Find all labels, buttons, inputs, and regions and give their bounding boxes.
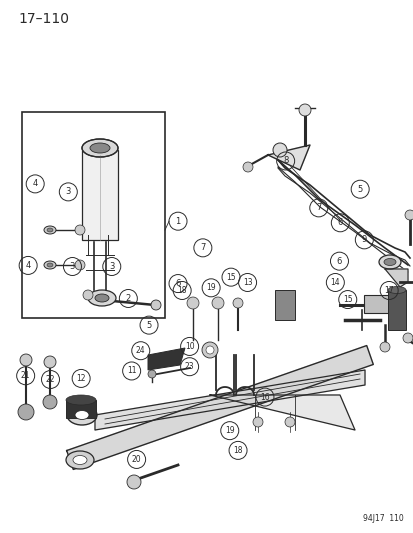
Circle shape	[43, 395, 57, 409]
Text: 2: 2	[126, 294, 131, 303]
Circle shape	[202, 342, 218, 358]
Text: 10: 10	[184, 342, 194, 351]
Polygon shape	[267, 145, 309, 170]
Text: 3: 3	[70, 262, 75, 271]
Polygon shape	[95, 370, 364, 430]
Text: 19: 19	[224, 426, 234, 435]
Circle shape	[242, 162, 252, 172]
Ellipse shape	[82, 139, 118, 157]
Circle shape	[151, 300, 161, 310]
Text: 8: 8	[282, 157, 287, 165]
Circle shape	[402, 333, 412, 343]
Circle shape	[284, 417, 294, 427]
Text: 6: 6	[337, 219, 342, 227]
Bar	[274, 290, 294, 320]
Ellipse shape	[95, 294, 109, 302]
Text: 18: 18	[233, 446, 242, 455]
Ellipse shape	[44, 226, 56, 234]
Text: 17: 17	[383, 286, 393, 295]
Circle shape	[404, 210, 413, 220]
Text: 3: 3	[109, 262, 114, 271]
Ellipse shape	[88, 290, 116, 306]
Text: 18: 18	[177, 286, 186, 295]
Text: 13: 13	[242, 278, 252, 287]
Text: 16: 16	[259, 393, 269, 401]
Circle shape	[83, 290, 93, 300]
Text: 6: 6	[175, 279, 180, 288]
Text: 22: 22	[46, 375, 55, 384]
Ellipse shape	[387, 287, 405, 294]
Text: 17–110: 17–110	[18, 12, 69, 26]
Text: 7: 7	[200, 244, 205, 252]
Text: 19: 19	[206, 284, 216, 292]
Circle shape	[44, 356, 56, 368]
Circle shape	[127, 475, 141, 489]
Text: 4: 4	[33, 180, 38, 188]
Text: 94J17  110: 94J17 110	[362, 514, 403, 523]
Text: 6: 6	[336, 257, 341, 265]
Text: 20: 20	[131, 455, 141, 464]
Ellipse shape	[66, 395, 96, 405]
Circle shape	[187, 297, 199, 309]
Text: 3: 3	[66, 188, 71, 196]
Ellipse shape	[75, 410, 89, 419]
Text: 14: 14	[330, 278, 339, 287]
Circle shape	[206, 346, 214, 354]
Ellipse shape	[47, 263, 53, 267]
Text: 9: 9	[361, 236, 366, 244]
Polygon shape	[147, 348, 185, 370]
Ellipse shape	[73, 456, 87, 464]
Ellipse shape	[90, 143, 110, 153]
Ellipse shape	[66, 451, 94, 469]
Text: 12: 12	[76, 374, 85, 383]
Ellipse shape	[47, 228, 53, 232]
Circle shape	[379, 342, 389, 352]
Circle shape	[18, 404, 34, 420]
Ellipse shape	[44, 261, 56, 269]
Ellipse shape	[383, 259, 395, 265]
Circle shape	[20, 354, 32, 366]
Bar	[66, 400, 96, 418]
Bar	[387, 290, 405, 330]
Bar	[82, 150, 118, 240]
Text: 21: 21	[21, 372, 30, 380]
Circle shape	[147, 370, 156, 378]
Text: 5: 5	[146, 321, 151, 329]
Circle shape	[211, 297, 223, 309]
Circle shape	[75, 260, 85, 270]
Text: 4: 4	[26, 261, 31, 270]
Text: 24: 24	[135, 346, 145, 355]
Circle shape	[272, 143, 286, 157]
Ellipse shape	[67, 405, 97, 425]
Bar	[22, 112, 165, 318]
Text: 11: 11	[127, 367, 136, 375]
Polygon shape	[66, 345, 373, 470]
Text: 23: 23	[184, 362, 194, 371]
Text: 7: 7	[316, 204, 320, 212]
Polygon shape	[209, 395, 354, 430]
Text: 5: 5	[357, 185, 362, 193]
Circle shape	[75, 225, 85, 235]
Ellipse shape	[378, 255, 400, 269]
Text: 15: 15	[225, 273, 235, 281]
Circle shape	[252, 417, 262, 427]
Text: 1: 1	[175, 217, 180, 225]
Bar	[363, 295, 395, 313]
Circle shape	[298, 104, 310, 116]
Text: 15: 15	[342, 295, 352, 304]
Circle shape	[233, 298, 242, 308]
Polygon shape	[384, 269, 407, 287]
